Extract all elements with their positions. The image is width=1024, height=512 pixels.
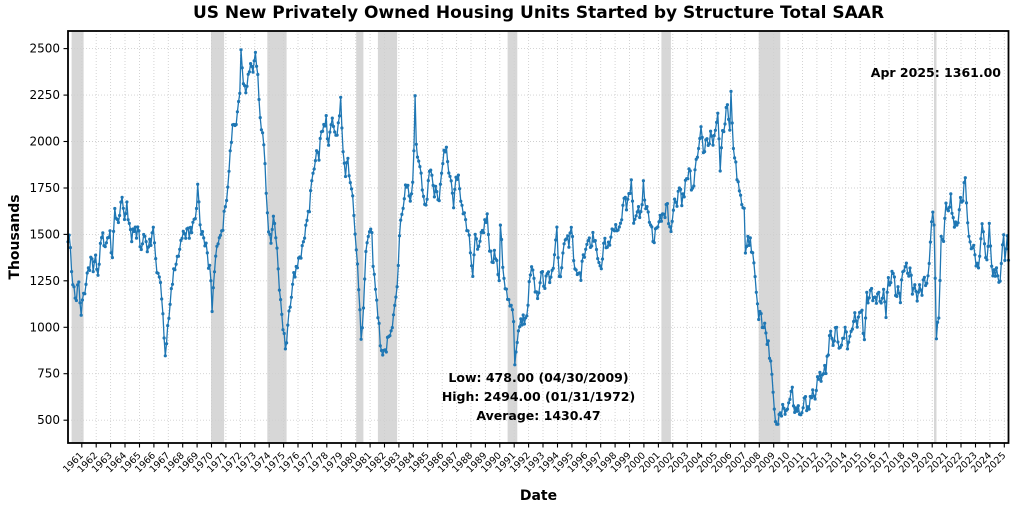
svg-text:2500: 2500 bbox=[29, 42, 60, 56]
svg-text:1250: 1250 bbox=[29, 274, 60, 288]
chart-title: US New Privately Owned Housing Units Sta… bbox=[192, 3, 885, 23]
svg-text:1000: 1000 bbox=[29, 320, 60, 334]
svg-text:500: 500 bbox=[37, 413, 60, 427]
x-tick-labels: 1961196219631964196519661967196819691970… bbox=[61, 450, 1008, 475]
x-axis-label: Date bbox=[519, 488, 558, 504]
svg-text:1500: 1500 bbox=[29, 227, 60, 241]
svg-text:2250: 2250 bbox=[29, 88, 60, 102]
y-tick-labels: 500 750 1000 1250 1500 1750 2000 2250 2500 bbox=[29, 42, 60, 428]
high-annotation: High: 2494.00 (01/31/1972) bbox=[441, 389, 636, 404]
y-axis-label: Thousands bbox=[7, 194, 23, 280]
gridlines bbox=[68, 31, 1009, 443]
plot-border bbox=[67, 30, 1010, 444]
latest-value-annotation: Apr 2025: 1361.00 bbox=[870, 65, 1001, 80]
series-markers bbox=[66, 48, 1011, 426]
svg-text:2000: 2000 bbox=[29, 135, 60, 149]
average-annotation: Average: 1430.47 bbox=[476, 408, 601, 423]
svg-text:750: 750 bbox=[37, 367, 60, 381]
tick-marks bbox=[63, 48, 1005, 448]
svg-text:1750: 1750 bbox=[29, 181, 60, 195]
recession-bands bbox=[71, 31, 937, 443]
stats-annotation: Low: 478.00 (04/30/2009) High: 2494.00 (… bbox=[68, 368, 1009, 425]
low-annotation: Low: 478.00 (04/30/2009) bbox=[448, 370, 629, 385]
